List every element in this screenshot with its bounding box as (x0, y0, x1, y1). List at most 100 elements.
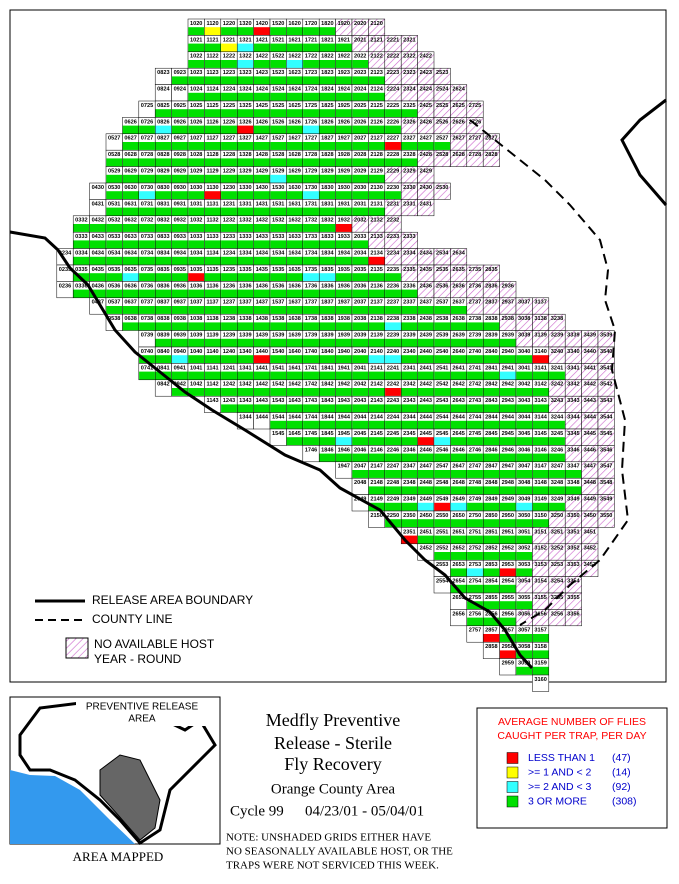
cell-label: 0740 (141, 349, 153, 355)
cell-label: 3244 (551, 415, 564, 421)
cell-fill (352, 109, 369, 118)
cell-fill (270, 158, 287, 167)
cell-label: 0334 (75, 251, 88, 257)
inset-label-bg (76, 700, 206, 726)
cell-label: 1041 (190, 365, 202, 371)
cell-label: 2038 (354, 316, 366, 322)
cell-label: 3445 (584, 431, 596, 437)
cell-label: 0840 (157, 349, 169, 355)
cell-fill (89, 224, 106, 232)
cell-label: 2450 (420, 513, 432, 519)
cell-label: 3147 (534, 464, 546, 470)
cell-fill (549, 470, 565, 478)
cell-label: 2144 (370, 415, 383, 421)
cell-label: 1337 (239, 300, 251, 306)
cell-label: 2551 (436, 529, 448, 535)
cell-fill (319, 404, 336, 413)
cell-label: 0528 (108, 152, 120, 158)
cell-label: 2129 (370, 169, 382, 175)
cell-fill (417, 453, 434, 462)
cell-label: 0741 (141, 365, 153, 371)
cell-fill (253, 355, 270, 364)
cell-fill (188, 142, 205, 150)
cell-label: 1434 (256, 251, 269, 257)
cell-label: 1642 (288, 382, 300, 388)
cell-label: 0530 (108, 185, 120, 191)
cell-fill (499, 486, 516, 495)
cell-label: 2331 (403, 201, 415, 207)
grid-cell (532, 674, 550, 692)
cell-label: 0932 (174, 218, 186, 224)
cell-label: 2443 (420, 398, 432, 404)
legend-nohost-label: YEAR - ROUND (94, 652, 182, 666)
cell-fill (270, 240, 287, 249)
cell-label: 2232 (387, 218, 399, 224)
cell-fill (155, 355, 172, 364)
cell-fill (270, 92, 287, 101)
cell-label: 2033 (354, 234, 366, 240)
cell-label: 2747 (469, 464, 481, 470)
cell-fill (319, 92, 336, 101)
cell-label: 1543 (272, 398, 284, 404)
cell-label: 1933 (338, 234, 350, 240)
cell-fill (155, 142, 172, 150)
cell-label: 2045 (354, 431, 366, 437)
cell-fill (221, 289, 237, 298)
cell-fill (204, 224, 221, 232)
cell-label: 3443 (584, 398, 596, 404)
cell-label: 2335 (403, 267, 415, 273)
cell-label: 0629 (124, 169, 136, 175)
cell-label: 0635 (124, 267, 136, 273)
cell-label: 2942 (502, 382, 514, 388)
cell-label: 2726 (469, 119, 481, 125)
cell-label: 1422 (256, 54, 268, 60)
cell-label: 1236 (223, 283, 235, 289)
cell-fill (122, 256, 139, 265)
cell-label: 1020 (190, 21, 202, 27)
cell-label: 2546 (436, 447, 448, 453)
cell-label: 1729 (305, 169, 317, 175)
cell-label: 1431 (256, 201, 268, 207)
cell-fill (237, 158, 254, 167)
cell-label: 0531 (108, 201, 120, 207)
cell-label: 2951 (502, 529, 514, 535)
cell-label: 2444 (420, 415, 433, 421)
cell-fill (270, 43, 287, 52)
cell-fill (237, 224, 254, 232)
cell-fill (368, 355, 385, 364)
cell-label: 2653 (452, 562, 464, 568)
cell-fill (204, 142, 221, 150)
cell-fill (171, 125, 188, 134)
cell-fill (303, 76, 319, 85)
cell-label: 2858 (485, 644, 497, 650)
cell-label: 2839 (485, 333, 497, 339)
cell-label: 2526 (436, 119, 448, 125)
cell-label: 2143 (370, 398, 382, 404)
cell-label: 2541 (436, 365, 448, 371)
cell-fill (171, 371, 188, 380)
cell-fill (204, 92, 221, 101)
cell-fill (122, 224, 139, 232)
cell-label: 2740 (469, 349, 481, 355)
cell-fill (450, 322, 467, 331)
boundary-ne (620, 98, 668, 206)
cell-label: 1336 (239, 283, 251, 289)
note: NOTE: UNSHADED GRIDS EITHER HAVE (226, 832, 431, 844)
cell-label: 1830 (321, 185, 333, 191)
cell-label: 1025 (190, 103, 202, 109)
cell-label: 1634 (288, 251, 301, 257)
cell-label: 2047 (354, 464, 366, 470)
legend-swatch (506, 781, 519, 793)
cell-label: 1132 (207, 218, 219, 224)
cell-fill (385, 470, 401, 478)
cell-label: 2435 (420, 267, 432, 273)
cell-fill (122, 289, 139, 298)
cell-label: 2950 (502, 513, 514, 519)
cell-fill (352, 437, 369, 446)
cell-fill (221, 125, 237, 134)
cell-label: 2136 (370, 283, 382, 289)
cell-fill (368, 437, 385, 446)
cell-label: 2754 (469, 579, 482, 585)
cell-label: 2438 (420, 316, 432, 322)
cell-fill (139, 224, 155, 232)
